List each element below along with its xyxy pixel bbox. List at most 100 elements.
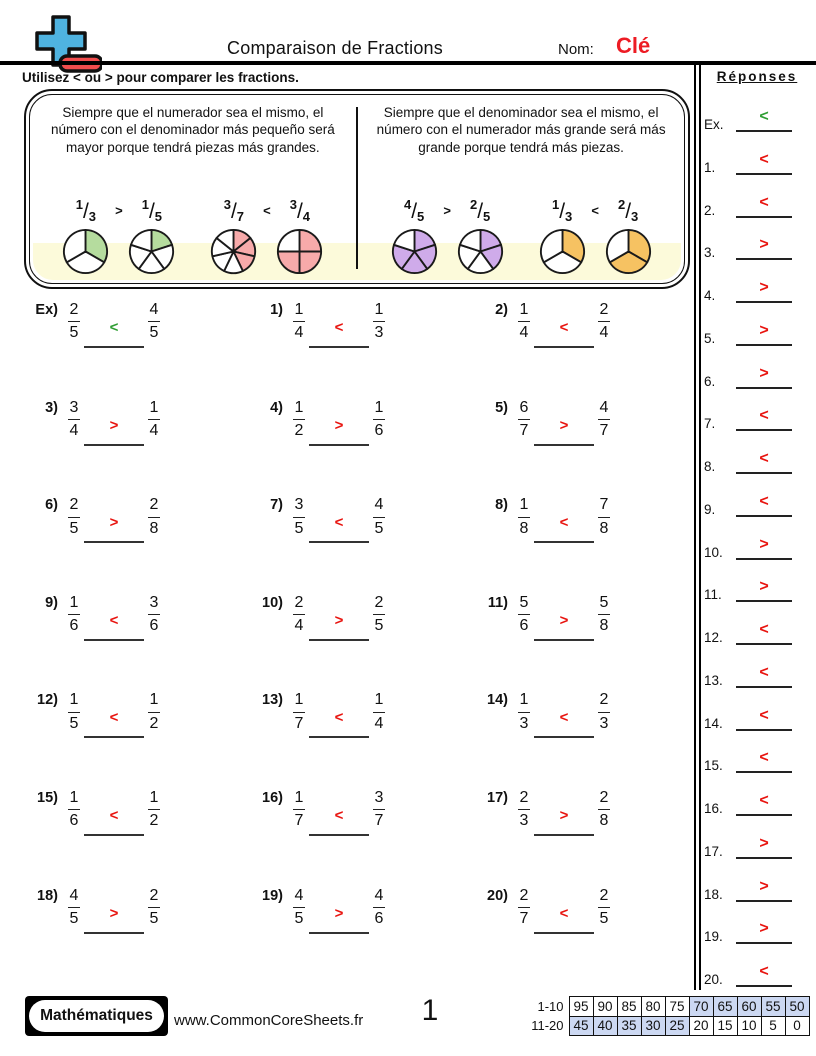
answer-item-operator: < (759, 792, 769, 809)
answer-item-operator: > (759, 535, 769, 553)
problem: Ex) 2 5 <4 5 (20, 301, 245, 399)
fraction-bar (148, 321, 160, 323)
answer-blank: < (534, 694, 594, 739)
fraction-denominator: 5 (69, 909, 79, 927)
fraction-numerator: 2 (374, 593, 384, 611)
problem-number: 9) (45, 594, 58, 611)
score-cell: 70 (688, 996, 714, 1017)
answers-list: Ex. <1. <2. <3. >4. >5. >6. >7. <8. <9. <10. >11. >1… (704, 98, 812, 987)
page-title: Comparaison de Fractions (227, 38, 443, 58)
answer-operator: > (559, 611, 569, 629)
fraction-numerator: 2 (294, 593, 304, 611)
fraction-denominator: 8 (599, 812, 609, 830)
answer-item-blank: < (736, 442, 792, 474)
fraction-denominator: 4 (519, 324, 529, 342)
rule-example: 3/7 <3/4 (210, 195, 324, 275)
answer-item: 4. > (704, 269, 812, 303)
fraction-numerator: 2 (599, 788, 609, 806)
answer-item-number: 3. (704, 245, 716, 261)
fraction-numerator: 3 (149, 593, 159, 611)
fraction-slash: / (82, 199, 89, 223)
fraction-slash: / (148, 199, 155, 223)
fraction-numerator: 4 (149, 301, 159, 318)
fraction-denominator: 3 (519, 812, 529, 830)
pie-wrap (538, 228, 586, 275)
fraction-numerator: 3 (69, 398, 79, 416)
answer-operator: < (109, 806, 119, 824)
fraction-denominator: 7 (599, 421, 609, 439)
pie-spacer (438, 228, 456, 275)
pie-chart (605, 228, 651, 275)
example-pies (62, 228, 176, 275)
fraction-bar (68, 711, 80, 713)
fraction-bar (518, 906, 530, 908)
example-comparison: 1/3 >1/5 (62, 195, 176, 225)
fraction-denominator: 3 (565, 208, 573, 224)
pie-wrap (276, 228, 324, 275)
fraction-bar (598, 906, 610, 908)
answer-operator: > (559, 416, 569, 434)
problem: 1) 1 4 <1 3 (245, 301, 470, 399)
fraction-denominator: 8 (149, 519, 159, 537)
fraction-bar (148, 906, 160, 908)
answer-item-number: Ex. (704, 117, 724, 132)
problem: 7) 3 5 <4 5 (245, 496, 470, 594)
answer-blank: < (84, 304, 144, 348)
answer-item-number: 1. (704, 159, 716, 175)
answer-item-blank: > (736, 228, 792, 261)
fraction-denominator: 3 (519, 714, 529, 732)
problem: 2) 1 4 <2 4 (470, 301, 695, 399)
rules-box: Siempre que el numerador sea el mismo, e… (24, 89, 690, 289)
problem: 14) 1 3 <2 3 (470, 691, 695, 789)
answer-blank: < (534, 499, 594, 544)
fraction-numerator: 5 (599, 593, 609, 611)
fraction-denominator: 7 (294, 714, 304, 732)
problem-number: 8) (495, 497, 508, 514)
fraction-denominator: 7 (374, 812, 384, 830)
answer-item-blank: > (736, 912, 792, 945)
problem-number: 1) (270, 302, 283, 318)
fraction-bar (68, 418, 80, 420)
problem: 16) 1 7 <3 7 (245, 789, 470, 887)
score-cell: 35 (616, 1015, 642, 1036)
answer-item-number: 16. (704, 801, 723, 816)
score-cell: 15 (712, 1015, 738, 1036)
answer-operator: < (559, 514, 569, 532)
fraction-numerator: 1 (69, 788, 79, 806)
score-row-label: 1-10 (537, 998, 564, 1014)
problem-number: 20) (487, 887, 508, 904)
fraction-bar (293, 516, 305, 518)
rule-example: 1/3 >1/5 (62, 195, 176, 275)
fraction-denominator: 2 (149, 812, 159, 830)
fraction-numerator: 2 (599, 301, 609, 318)
header-divider (0, 61, 816, 65)
answer-operator: > (109, 904, 119, 922)
answer-item-blank: > (736, 528, 792, 560)
answer-blank: < (309, 694, 369, 739)
fraction-denominator: 8 (599, 519, 609, 537)
pie-chart (129, 228, 175, 275)
fraction-bar (373, 614, 385, 616)
problem: 4) 1 2 >1 6 (245, 399, 470, 497)
fraction-bar (518, 711, 530, 713)
fraction-denominator: 4 (374, 714, 384, 732)
fraction-denominator: 5 (374, 617, 384, 635)
problem-number: 14) (487, 692, 508, 709)
fraction-bar (293, 906, 305, 908)
fraction-denominator: 4 (294, 324, 304, 342)
fraction-denominator: 6 (69, 812, 79, 830)
fraction-numerator: 2 (149, 886, 159, 904)
fraction-numerator: 3 (223, 196, 231, 212)
answer-item-number: 7. (704, 416, 716, 432)
fraction-numerator: 1 (141, 196, 149, 212)
answer-item-number: 15. (704, 758, 723, 774)
